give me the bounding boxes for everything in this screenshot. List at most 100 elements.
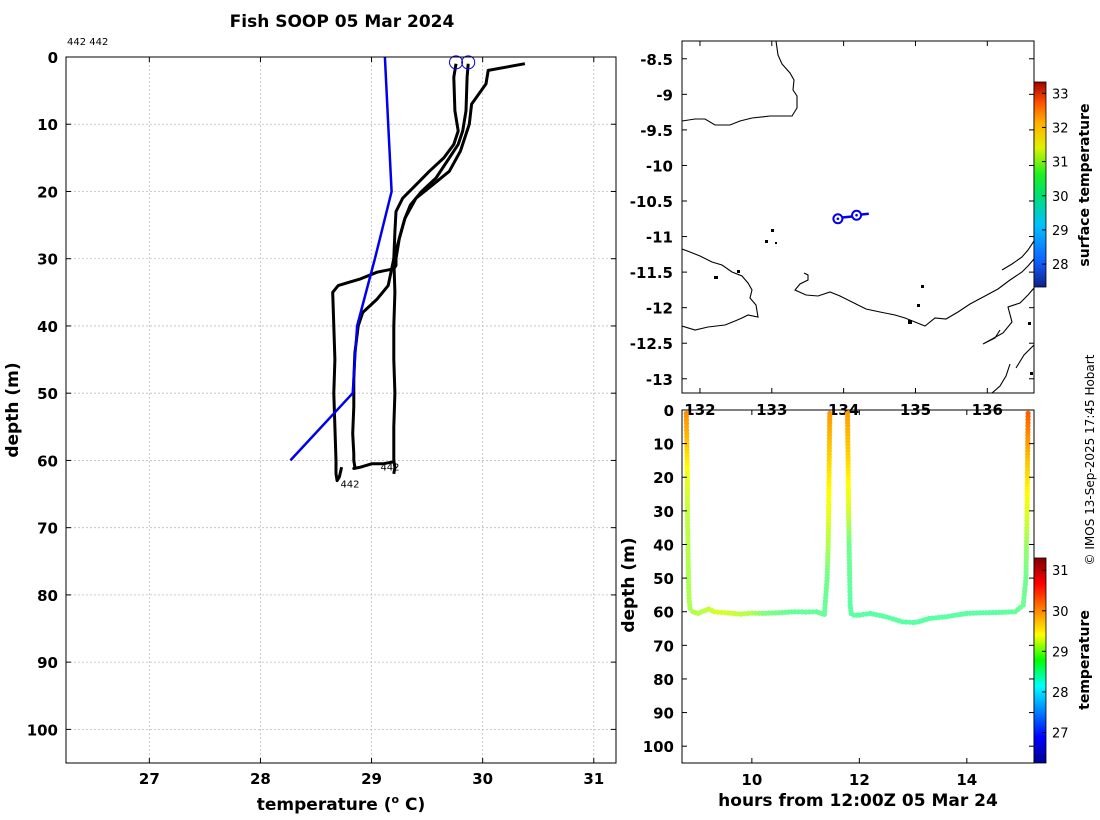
surface-colorbar-ticks: 28 29 30 31 32 33 — [1042, 87, 1069, 273]
profile-grid — [66, 56, 616, 763]
temperature-colorbar-tick-label: 27 — [1052, 727, 1069, 742]
map-y-tick-label: -10 — [646, 157, 673, 175]
x-tick-label: 28 — [250, 770, 271, 788]
x-tick-label: 30 — [472, 770, 493, 788]
island — [775, 242, 777, 244]
island — [765, 240, 768, 243]
island — [921, 285, 924, 288]
td-y-tick-label: 70 — [653, 637, 674, 655]
surface-colorbar-tick-label: 29 — [1052, 224, 1069, 239]
td-y-tick-label: 50 — [653, 570, 674, 588]
map-coastline — [682, 41, 1034, 393]
map-y-tick-label: -9 — [656, 86, 673, 104]
island — [771, 229, 774, 232]
surface-drop-marker — [449, 55, 463, 70]
map-y-tick-label: -8.5 — [640, 51, 673, 69]
temperature-colorbar-tick-label: 28 — [1052, 686, 1069, 701]
map-y-tick-label: -13 — [646, 371, 673, 389]
island — [714, 276, 718, 279]
x-tick-label: 31 — [583, 770, 604, 788]
y-tick-label: 10 — [37, 116, 58, 134]
profile-corner-label: 442 442 — [67, 37, 108, 48]
profile-xlabel: temperature (o C) — [257, 793, 426, 815]
y-tick-label: 50 — [37, 385, 58, 403]
surface-colorbar-tick-label: 30 — [1052, 190, 1069, 205]
map-y-tick-label: -11 — [646, 229, 673, 247]
td-y-tick-label: 80 — [653, 671, 674, 689]
map-ticks: -8.5-9-9.5-10-10.5-11-11.5-12-12.5-13132… — [630, 41, 1034, 419]
surface-colorbar-label: surface temperature — [1077, 103, 1093, 266]
profile-xlabel-main: temperature ( — [257, 795, 392, 815]
time-depth-ylabel: depth (m) — [619, 537, 639, 632]
time-depth-points — [683, 410, 1031, 626]
td-y-tick-label: 10 — [653, 436, 674, 454]
coastline-south — [682, 240, 1034, 393]
td-y-tick-label: 60 — [653, 604, 674, 622]
td-y-tick-label: 30 — [653, 503, 674, 521]
y-tick-label: 60 — [37, 452, 58, 470]
profile-ylabel: depth (m) — [3, 362, 23, 457]
td-x-tick-label: 10 — [741, 771, 762, 789]
island — [917, 304, 920, 307]
time-depth-ticks: 0 10 20 30 40 50 60 70 80 90 100 10 12 14 — [643, 402, 1034, 789]
surface-drop-marker — [461, 55, 476, 70]
profile-axes-frame — [65, 56, 617, 764]
profile-xlabel-end: C) — [399, 795, 425, 815]
island — [908, 320, 912, 324]
surface-colorbar-tick-label: 32 — [1052, 121, 1069, 136]
td-y-tick-label: 40 — [653, 536, 674, 554]
temperature-colorbar-label: temperature — [1077, 610, 1093, 710]
temperature-colorbar-tick-label: 31 — [1052, 564, 1069, 579]
temperature-colorbar-tick-label: 30 — [1052, 605, 1069, 620]
y-tick-label: 30 — [37, 251, 58, 269]
profile-xlabel-sup: o — [392, 793, 400, 806]
profile-id-annotation: 442 — [340, 479, 359, 490]
profile-ticks: 27 28 29 30 31 0 10 20 30 40 50 60 70 80 90 100 — [27, 49, 616, 788]
surface-temperature-colorbar — [1033, 81, 1047, 288]
time-depth-panel: 0 10 20 30 40 50 60 70 80 90 100 10 12 14 depth (m) h… — [619, 402, 1093, 811]
x-tick-label: 29 — [361, 770, 382, 788]
map-y-tick-label: -11.5 — [630, 264, 673, 282]
temperature-sample-point — [827, 410, 833, 416]
x-tick-label: 27 — [139, 770, 160, 788]
temperature-colorbar — [1033, 557, 1047, 764]
td-y-tick-label: 100 — [643, 738, 674, 756]
map-y-tick-label: -12.5 — [630, 335, 673, 353]
map-y-tick-label: -9.5 — [640, 122, 673, 140]
map-track — [832, 209, 869, 225]
figure-title: Fish SOOP 05 Mar 2024 — [230, 12, 455, 32]
y-tick-label: 20 — [37, 183, 58, 201]
map-y-tick-label: -12 — [646, 300, 673, 318]
series-line-climatology — [289, 56, 393, 462]
surface-colorbar-tick-label: 31 — [1052, 156, 1069, 171]
temperature-colorbar-tick-label: 29 — [1052, 645, 1069, 660]
series-line-profile-3 — [331, 62, 526, 483]
drop-location-dot — [855, 213, 858, 217]
map-y-tick-label: -10.5 — [630, 193, 673, 211]
temperature-sample-point — [1025, 410, 1031, 416]
profile-series: 442 442 — [289, 55, 526, 490]
island — [737, 270, 740, 273]
credit-text: © IMOS 13-Sep-2025 17:45 Hobart — [1083, 354, 1097, 565]
y-tick-label: 90 — [37, 654, 58, 672]
island — [1028, 322, 1031, 325]
coastline-north — [682, 41, 798, 126]
surface-colorbar-tick-label: 28 — [1052, 258, 1069, 273]
series-line-profile-1 — [392, 63, 460, 475]
td-x-tick-label: 12 — [849, 771, 870, 789]
td-y-tick-label: 90 — [653, 705, 674, 723]
series-line-profile-2 — [351, 63, 470, 470]
island — [1030, 372, 1033, 375]
td-x-tick-label: 14 — [956, 771, 977, 789]
y-tick-label: 70 — [37, 520, 58, 538]
surface-colorbar-tick-label: 33 — [1052, 87, 1069, 102]
y-tick-label: 80 — [37, 587, 58, 605]
td-y-tick-label: 20 — [653, 469, 674, 487]
drop-location-dot — [836, 217, 840, 221]
map-islands — [714, 229, 1033, 375]
time-depth-xlabel: hours from 12:00Z 05 Mar 24 — [718, 791, 998, 811]
td-y-tick-label: 0 — [664, 402, 674, 420]
time-depth-axes-frame — [681, 409, 1035, 764]
